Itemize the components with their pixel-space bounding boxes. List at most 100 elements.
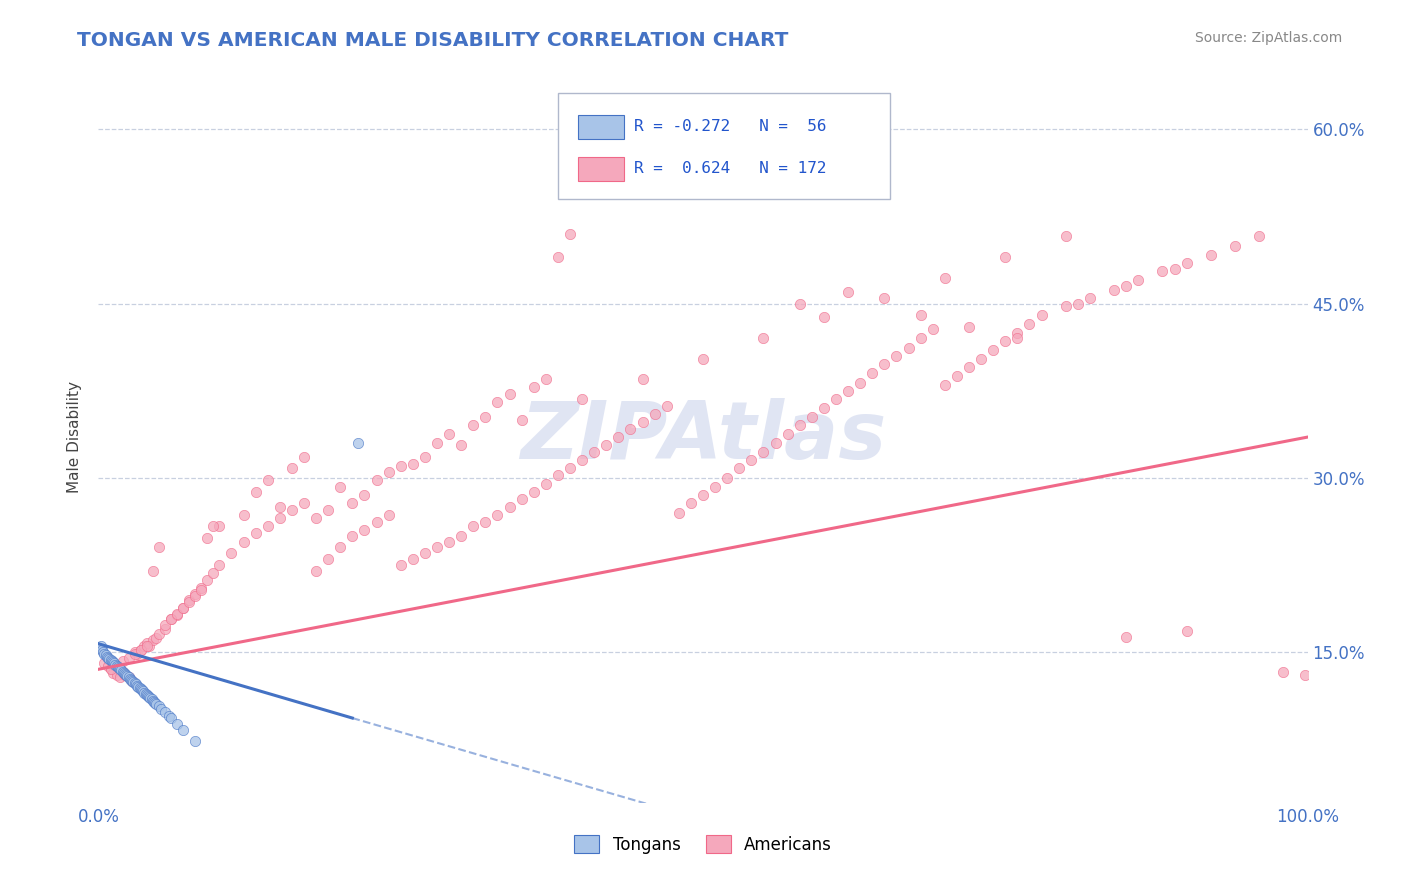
Point (172, 600, 194, 615)
Point (595, 438, 617, 452)
Point (402, 552, 425, 566)
Point (413, 546, 436, 560)
Point (110, 664, 132, 678)
Point (135, 688, 157, 702)
Point (1199, 248, 1222, 262)
Point (849, 376, 872, 390)
Point (498, 500, 520, 514)
Point (281, 503, 304, 517)
Text: R = -0.272   N =  56: R = -0.272 N = 56 (634, 119, 827, 134)
Bar (578, 114, 624, 138)
Point (153, 618, 176, 632)
Point (138, 690, 160, 705)
Point (100, 662, 122, 676)
Point (127, 647, 149, 661)
Point (450, 438, 472, 452)
Point (96, 649, 118, 664)
Point (329, 480, 352, 494)
Point (716, 471, 738, 485)
Point (800, 410, 823, 425)
Point (111, 665, 134, 679)
Point (789, 418, 811, 433)
Point (93, 657, 115, 671)
Point (353, 488, 375, 502)
Point (190, 583, 212, 598)
Point (692, 488, 714, 502)
Point (127, 680, 149, 694)
Point (160, 711, 183, 725)
Point (292, 450, 315, 464)
Point (108, 662, 131, 676)
Point (1128, 273, 1150, 287)
Point (474, 515, 496, 529)
Point (114, 667, 136, 681)
Point (145, 697, 167, 711)
Y-axis label: Male Disability: Male Disability (67, 381, 83, 493)
Point (377, 465, 399, 479)
Point (127, 679, 149, 693)
Point (1249, 229, 1271, 244)
Point (104, 657, 127, 672)
Point (114, 668, 136, 682)
Point (426, 436, 449, 450)
Point (886, 349, 908, 363)
FancyBboxPatch shape (558, 94, 890, 200)
Point (139, 691, 162, 706)
Point (179, 592, 201, 607)
Point (910, 331, 932, 345)
Point (98, 652, 121, 666)
Point (184, 589, 207, 603)
Point (101, 665, 124, 680)
Point (1272, 665, 1295, 679)
Point (644, 407, 666, 421)
Point (245, 526, 267, 541)
Point (124, 647, 146, 661)
Point (245, 484, 267, 499)
Point (136, 689, 159, 703)
Point (463, 519, 485, 533)
Legend: Tongans, Americans: Tongans, Americans (568, 829, 838, 860)
Text: ZIPAtlas: ZIPAtlas (520, 398, 886, 476)
Point (121, 673, 143, 688)
Point (837, 285, 859, 299)
Point (256, 473, 278, 487)
Text: R =  0.624   N = 172: R = 0.624 N = 172 (634, 161, 827, 176)
Point (1115, 279, 1137, 293)
Point (103, 657, 125, 671)
Point (1223, 238, 1246, 252)
Point (232, 508, 254, 522)
Point (437, 426, 460, 441)
Text: TONGAN VS AMERICAN MALE DISABILITY CORRELATION CHART: TONGAN VS AMERICAN MALE DISABILITY CORRE… (77, 31, 789, 50)
Point (897, 341, 920, 355)
Point (184, 734, 207, 748)
Point (389, 459, 412, 474)
Bar (578, 157, 624, 181)
Point (90, 639, 112, 653)
Point (117, 669, 139, 683)
Point (292, 496, 315, 510)
Point (101, 656, 124, 670)
Point (111, 665, 134, 679)
Point (172, 600, 194, 615)
Point (135, 639, 157, 653)
Point (94, 648, 117, 663)
Point (1102, 283, 1125, 297)
Point (426, 541, 449, 555)
Point (202, 566, 225, 580)
Point (366, 515, 388, 529)
Point (910, 308, 932, 322)
Point (534, 476, 557, 491)
Point (558, 461, 581, 475)
Point (534, 372, 557, 386)
Point (202, 519, 225, 533)
Point (981, 343, 1004, 357)
Point (1007, 326, 1029, 340)
Point (148, 699, 170, 714)
Point (946, 368, 969, 383)
Point (124, 676, 146, 690)
Point (571, 392, 593, 406)
Point (108, 670, 131, 684)
Point (316, 503, 339, 517)
Point (619, 422, 641, 436)
Point (631, 372, 654, 386)
